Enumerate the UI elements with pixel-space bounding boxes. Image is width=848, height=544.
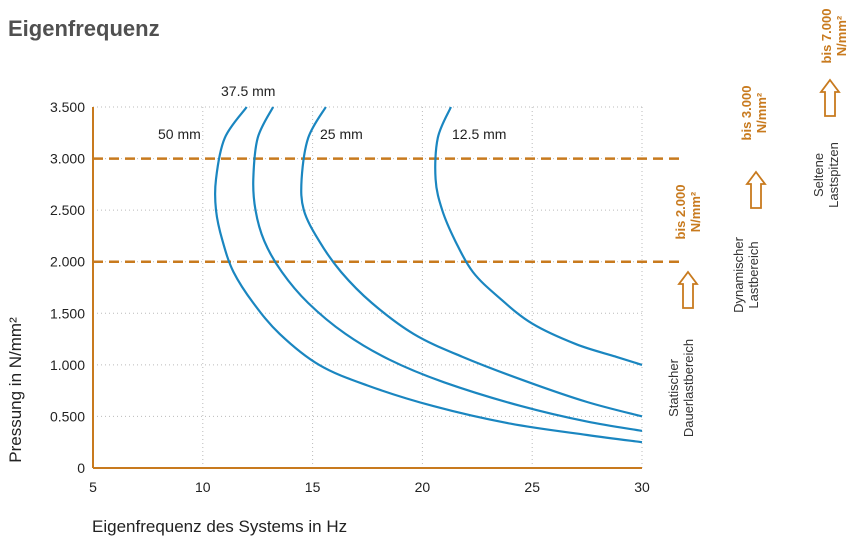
range-dynamisch-line1: Dynamischer: [731, 236, 746, 313]
x-axis-label: Eigenfrequenz des Systems in Hz: [92, 517, 347, 536]
limit-label-2000-line2: N/mm²: [688, 191, 703, 232]
curves: [215, 107, 642, 442]
y-tick-label-3: 1.500: [50, 305, 85, 321]
limit-label-7000: bis 7.000 N/mm²: [819, 9, 848, 64]
x-tick-label-4: 25: [524, 479, 540, 495]
range-statisch-line2: Dauerlastbereich: [681, 339, 696, 437]
curve-label-37-5mm: 37.5 mm: [221, 83, 275, 99]
series-line-12-5-mm: [435, 107, 642, 365]
curve-label-50mm: 50 mm: [158, 126, 201, 142]
y-axis-label: Pressung in N/mm²: [6, 317, 25, 463]
y-tick-label-0: 0: [77, 460, 85, 476]
range-selten-line1: Seltene: [811, 153, 826, 197]
y-tick-label-2: 1.000: [50, 357, 85, 373]
x-tick-label-1: 10: [195, 479, 211, 495]
arrow-up-7000: [821, 80, 839, 116]
arrow-up-3000: [747, 172, 765, 208]
series-line-50-mm: [215, 107, 642, 442]
y-tick-label-7: 3.500: [50, 99, 85, 115]
y-tick-label-6: 3.000: [50, 151, 85, 167]
y-tick-label-1: 0.500: [50, 408, 85, 424]
range-statisch-line1: Statischer: [666, 358, 681, 416]
range-dynamisch-line2: Lastbereich: [746, 241, 761, 308]
x-tick-label-5: 30: [634, 479, 650, 495]
x-tick-label-2: 15: [305, 479, 321, 495]
page-title: Eigenfrequenz: [8, 16, 160, 41]
limit-label-7000-line1: bis 7.000: [819, 9, 834, 64]
curve-label-25mm: 25 mm: [320, 126, 363, 142]
curve-label-12-5mm: 12.5 mm: [452, 126, 506, 142]
y-tick-label-5: 2.500: [50, 202, 85, 218]
limit-label-3000: bis 3.000 N/mm²: [739, 86, 769, 141]
x-tick-label-3: 20: [415, 479, 431, 495]
limit-label-3000-line2: N/mm²: [754, 92, 769, 133]
limit-label-7000-line2: N/mm²: [834, 15, 848, 56]
y-tick-label-4: 2.000: [50, 254, 85, 270]
arrow-up-2000: [679, 272, 697, 308]
limit-label-2000-line1: bis 2.000: [673, 185, 688, 240]
series-line-37-5-mm: [253, 107, 642, 431]
range-selten-line2: Lastspitzen: [826, 142, 841, 208]
x-tick-label-0: 5: [89, 479, 97, 495]
range-selten: Seltene Lastspitzen: [811, 142, 841, 208]
range-dynamisch: Dynamischer Lastbereich: [731, 236, 761, 313]
limit-label-3000-line1: bis 3.000: [739, 86, 754, 141]
limit-label-2000: bis 2.000 N/mm²: [673, 185, 703, 240]
grid: [93, 107, 642, 468]
range-statisch: Statischer Dauerlastbereich: [666, 339, 696, 437]
axes: [93, 107, 642, 468]
